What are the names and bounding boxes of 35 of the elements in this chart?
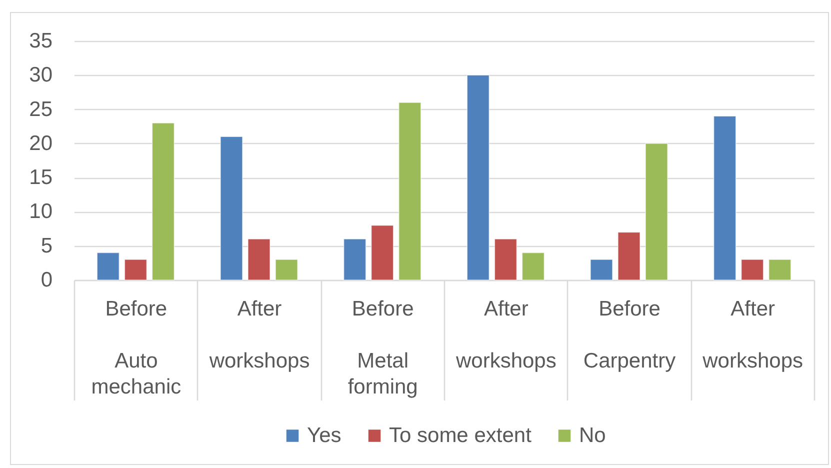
category-label: Before Auto mechanic xyxy=(91,298,182,398)
bar xyxy=(494,238,518,280)
bar xyxy=(466,74,490,280)
bar xyxy=(590,259,613,280)
y-tick-label: 20 xyxy=(29,132,52,155)
bar xyxy=(152,122,175,280)
bar xyxy=(248,238,270,280)
bar xyxy=(740,259,764,280)
category-label: After workshops xyxy=(702,298,804,372)
y-tick-label: 35 xyxy=(29,30,52,52)
y-tick-label: 25 xyxy=(29,98,52,121)
bar xyxy=(645,143,668,280)
legend-label: To some extent xyxy=(389,424,532,447)
y-tick-label: 5 xyxy=(40,234,52,258)
bar xyxy=(398,102,422,280)
category-label: After workshops xyxy=(209,298,310,372)
bar xyxy=(275,259,298,280)
y-tick-label: 15 xyxy=(29,166,52,190)
legend-label: No xyxy=(579,424,606,447)
y-tick-label: 0 xyxy=(40,268,52,292)
category-label: Before Metal forming xyxy=(348,298,418,398)
category-label: After workshops xyxy=(456,298,556,372)
bar xyxy=(713,116,736,280)
bar xyxy=(343,238,366,280)
legend-label: Yes xyxy=(307,424,342,447)
bar xyxy=(768,259,792,280)
bar xyxy=(96,252,120,280)
y-tick-label: 10 xyxy=(29,200,52,224)
category-label: Before Carpentry xyxy=(583,298,676,372)
bar xyxy=(220,136,243,280)
bar xyxy=(522,252,545,280)
bar xyxy=(370,224,394,280)
y-tick-label: 30 xyxy=(29,64,52,87)
bar xyxy=(618,232,640,280)
bar xyxy=(124,259,148,280)
